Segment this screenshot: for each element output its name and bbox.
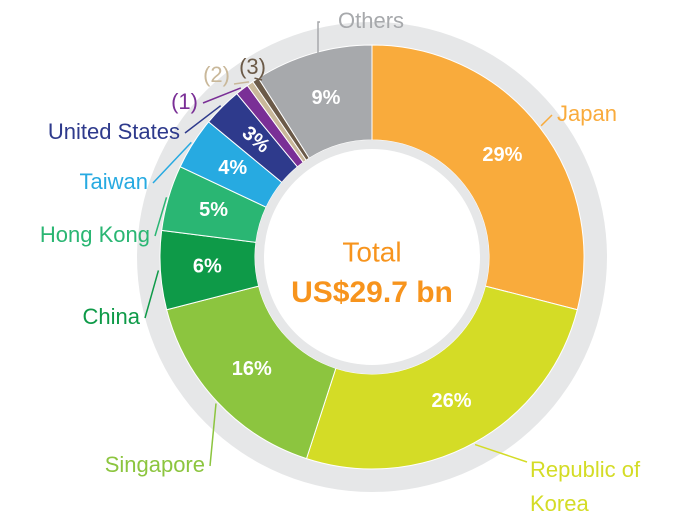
center-value: US$29.7 bn bbox=[291, 276, 453, 309]
category-label: Hong Kong bbox=[40, 222, 150, 247]
leader-line bbox=[209, 403, 217, 467]
category-label: Japan bbox=[557, 101, 617, 126]
leader-line bbox=[152, 141, 192, 184]
category-label: Taiwan bbox=[80, 169, 148, 194]
category-label: Others bbox=[338, 8, 404, 33]
category-label: (2) bbox=[203, 62, 230, 87]
value-label: 4% bbox=[218, 157, 247, 179]
value-label: 26% bbox=[431, 390, 471, 412]
center-disc bbox=[264, 149, 480, 365]
leader-line bbox=[474, 443, 528, 463]
leader-line bbox=[540, 114, 553, 127]
category-label: United States bbox=[48, 119, 180, 144]
leader-line bbox=[254, 77, 263, 81]
category-label: Singapore bbox=[105, 452, 205, 477]
category-label: (3) bbox=[239, 54, 266, 79]
value-label: 9% bbox=[312, 87, 341, 109]
leader-line bbox=[202, 87, 242, 104]
leader-line bbox=[154, 197, 168, 237]
value-label: 6% bbox=[193, 256, 222, 278]
center-title: Total bbox=[342, 236, 401, 267]
category-label: China bbox=[83, 304, 141, 329]
value-label: 5% bbox=[199, 199, 228, 221]
category-label: Republic of Korea bbox=[530, 457, 641, 516]
category-label: (1) bbox=[171, 89, 198, 114]
leader-line bbox=[233, 81, 250, 85]
leader-line bbox=[184, 105, 222, 134]
leader-line bbox=[144, 270, 160, 319]
category-label: Republic of Korea bbox=[530, 457, 641, 516]
value-label: 29% bbox=[482, 144, 522, 166]
leader-line bbox=[317, 21, 320, 60]
value-label: 16% bbox=[232, 358, 272, 380]
